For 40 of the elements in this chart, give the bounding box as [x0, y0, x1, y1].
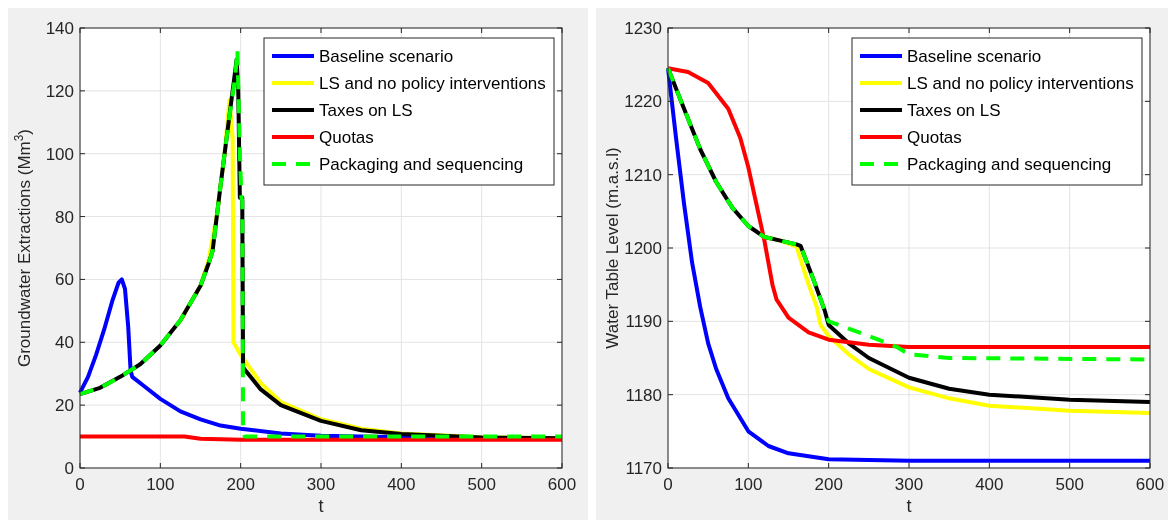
x-tick-label: 500	[1055, 475, 1084, 494]
y-axis-title: Water Table Level (m.a.s.l)	[603, 147, 622, 349]
y-tick-label: 100	[45, 144, 74, 164]
x-tick-label: 600	[1135, 475, 1165, 494]
legend-label: Baseline scenario	[319, 46, 454, 66]
legend-label: Quotas	[907, 127, 962, 147]
legend-label: Taxes on LS	[319, 100, 413, 120]
x-tick-label: 200	[814, 475, 843, 494]
legend-label: Packaging and sequencing	[907, 154, 1112, 174]
y-tick-label: 1200	[624, 238, 662, 258]
legend-label: LS and no policy interventions	[907, 73, 1134, 93]
legend-label: Baseline scenario	[907, 46, 1042, 66]
y-tick-label: 60	[55, 270, 74, 290]
y-tick-label: 140	[45, 18, 74, 38]
y-tick-label: 1230	[624, 18, 662, 38]
y-tick-label: 1180	[625, 385, 662, 405]
y-tick-label: 80	[55, 207, 74, 227]
y-tick-label: 1190	[625, 312, 662, 332]
y-tick-label: 20	[55, 396, 74, 416]
x-tick-label: 500	[467, 475, 496, 494]
y-tick-label: 40	[55, 333, 74, 353]
y-tick-label: 1220	[624, 92, 662, 112]
legend-label: LS and no policy interventions	[319, 73, 546, 93]
legend-label: Quotas	[319, 127, 374, 147]
x-tick-label: 200	[226, 475, 255, 494]
x-tick-label: 300	[306, 475, 336, 494]
y-tick-label: 120	[45, 81, 74, 101]
x-tick-label: 100	[146, 475, 175, 494]
x-tick-label: 600	[547, 475, 577, 494]
x-tick-label: 100	[734, 475, 763, 494]
x-tick-label: 400	[975, 475, 1004, 494]
x-tick-label: 300	[894, 475, 924, 494]
y-tick-label: 0	[64, 458, 74, 478]
legend-label: Taxes on LS	[907, 100, 1001, 120]
y-tick-label: 1170	[625, 458, 662, 478]
x-axis-title: t	[318, 496, 324, 516]
x-tick-label: 400	[387, 475, 416, 494]
y-tick-label: 1210	[624, 165, 662, 185]
legend-label: Packaging and sequencing	[319, 154, 524, 174]
x-axis-title: t	[906, 496, 912, 516]
